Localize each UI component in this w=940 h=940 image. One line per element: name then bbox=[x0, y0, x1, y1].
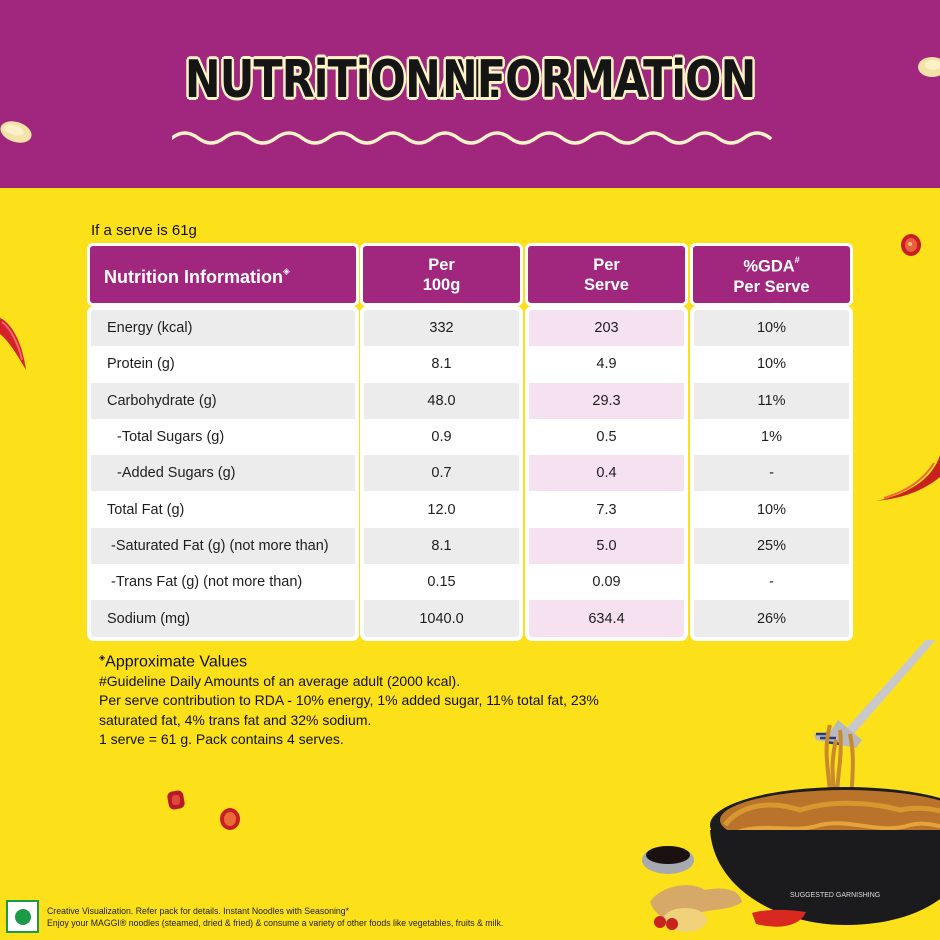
table-cell: 0.5 bbox=[529, 418, 684, 456]
header-band bbox=[0, 0, 940, 188]
table-row: Protein (g) bbox=[91, 346, 355, 383]
disclaimer-line1: Creative Visualization. Refer pack for d… bbox=[47, 906, 350, 917]
table-row: Sodium (mg) bbox=[91, 600, 355, 637]
veg-mark-icon bbox=[6, 900, 39, 933]
title-word-information: NFORMATiON bbox=[442, 50, 756, 110]
disclaimer: Creative Visualization. Refer pack for d… bbox=[47, 906, 503, 930]
per-100g-column: 332 8.1 48.0 0.9 0.7 12.0 8.1 0.15 1040.… bbox=[360, 306, 523, 641]
page-title: NUTRiTiONAL NFORMATiON bbox=[170, 40, 770, 120]
table-cell: 0.4 bbox=[529, 455, 684, 492]
table-row: -Added Sugars (g) bbox=[91, 455, 355, 492]
approximate-values-note: ◈Approximate Values bbox=[99, 653, 248, 671]
table-row: Energy (kcal) bbox=[91, 310, 355, 347]
per-serve-column: 203 4.9 29.3 0.5 0.4 7.3 5.0 0.09 634.4 bbox=[525, 306, 688, 641]
red-chili-icon bbox=[0, 318, 26, 370]
table-cell: 10% bbox=[694, 491, 849, 528]
table-cell: 12.0 bbox=[364, 491, 519, 528]
header-per-100g: Per 100g bbox=[360, 243, 523, 306]
gda-note: #Guideline Daily Amounts of an average a… bbox=[99, 672, 461, 689]
table-cell: 4.9 bbox=[529, 346, 684, 383]
chili-slice-icon bbox=[167, 790, 185, 810]
soy-sauce-bowl-icon bbox=[642, 846, 694, 874]
garlic-icon bbox=[0, 121, 32, 143]
table-row: -Trans Fat (g) (not more than) bbox=[91, 564, 355, 601]
table-cell: 7.3 bbox=[529, 491, 684, 528]
table-row: Carbohydrate (g) bbox=[91, 382, 355, 419]
table-cell: 0.9 bbox=[364, 418, 519, 456]
table-cell: 634.4 bbox=[529, 600, 684, 637]
table-cell: - bbox=[694, 455, 849, 492]
scallop-edge bbox=[0, 182, 940, 194]
table-cell: 0.09 bbox=[529, 564, 684, 601]
red-chili-icon bbox=[752, 909, 806, 927]
garlic-icon bbox=[918, 57, 940, 77]
red-chili-icon bbox=[876, 455, 940, 501]
table-cell: 48.0 bbox=[364, 382, 519, 419]
rda-note-line1: Per serve contribution to RDA - 10% ener… bbox=[99, 692, 599, 709]
chili-slice-icon bbox=[220, 808, 240, 830]
wavy-divider bbox=[172, 131, 772, 145]
footnotes: ◈Approximate Values #Guideline Daily Amo… bbox=[99, 648, 619, 750]
gda-column: 10% 10% 11% 1% - 10% 25% - 26% bbox=[690, 306, 853, 641]
chili-slice-icon bbox=[901, 234, 921, 256]
table-cell: 0.15 bbox=[364, 564, 519, 601]
table-cell: 5.0 bbox=[529, 527, 684, 565]
table-row: Total Fat (g) bbox=[91, 491, 355, 528]
rda-note-line2: saturated fat, 4% trans fat and 32% sodi… bbox=[99, 711, 372, 728]
serve-note: 1 serve = 61 g. Pack contains 4 serves. bbox=[99, 731, 344, 748]
table-cell: 203 bbox=[529, 310, 684, 347]
table-cell: 25% bbox=[694, 527, 849, 565]
table-row: -Total Sugars (g) bbox=[91, 418, 355, 456]
header-gda-per-serve: %GDA# Per Serve bbox=[690, 243, 853, 306]
serve-size-note: If a serve is 61g bbox=[91, 222, 197, 239]
table-cell: 11% bbox=[694, 382, 849, 419]
disclaimer-line2: Enjoy your MAGGI® noodles (steamed, drie… bbox=[47, 918, 504, 929]
table-cell: 10% bbox=[694, 346, 849, 383]
table-cell: 26% bbox=[694, 600, 849, 637]
table-cell: 1040.0 bbox=[364, 600, 519, 637]
table-cell: 0.7 bbox=[364, 455, 519, 492]
header-nutrition-information: Nutrition Information◈ bbox=[87, 243, 359, 306]
diamond-mark-icon: ◈ bbox=[282, 265, 290, 276]
nutrient-column: Energy (kcal) Protein (g) Carbohydrate (… bbox=[87, 306, 359, 641]
header-per-serve: Per Serve bbox=[525, 243, 688, 306]
table-row: -Saturated Fat (g) (not more than) bbox=[91, 527, 355, 565]
table-cell: 8.1 bbox=[364, 346, 519, 383]
table-cell: 1% bbox=[694, 418, 849, 456]
noodle-bowl-image: SUGGESTED GARNISHING bbox=[642, 640, 940, 932]
fork-icon bbox=[814, 640, 936, 748]
table-cell: - bbox=[694, 564, 849, 601]
svg-text:SUGGESTED GARNISHING: SUGGESTED GARNISHING bbox=[790, 892, 880, 899]
title-word-nutritional: NUTRiTiONAL bbox=[184, 50, 499, 110]
table-cell: 8.1 bbox=[364, 527, 519, 565]
table-cell: 29.3 bbox=[529, 382, 684, 419]
table-cell: 10% bbox=[694, 310, 849, 347]
table-cell: 332 bbox=[364, 310, 519, 347]
